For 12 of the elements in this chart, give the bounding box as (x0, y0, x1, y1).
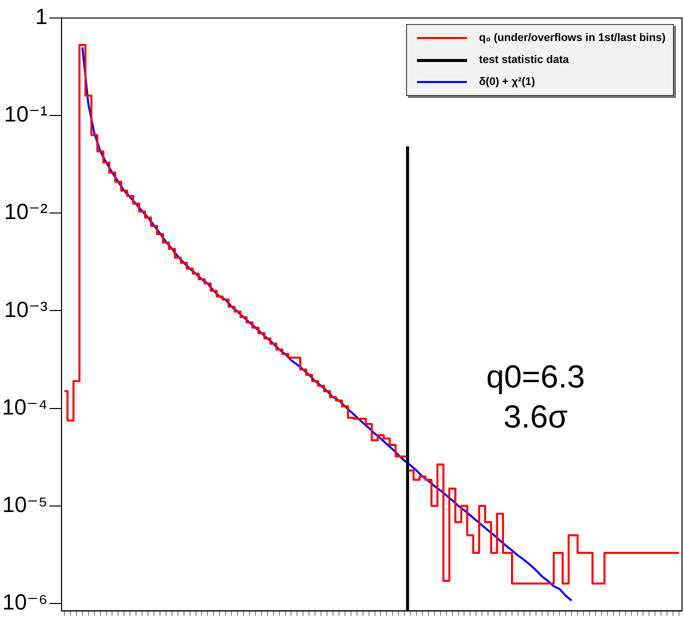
y-tick-label: 1 (35, 4, 48, 30)
y-tick-label: 10⁻⁵ (2, 492, 48, 517)
legend-label: δ(0) + χ²(1) (479, 76, 536, 88)
y-tick-label: 10⁻⁴ (2, 394, 48, 420)
annotation: test statistic data (479, 54, 569, 66)
annotation: q0=6.3 (486, 358, 585, 394)
y-tick-label: 10⁻³ (4, 296, 48, 322)
legend-label: q₀ (under/overflows in 1st/last bins) (479, 32, 666, 44)
y-tick-label: 10⁻⁶ (2, 589, 48, 614)
annotation: 3.6σ (503, 398, 568, 434)
y-tick-label: 10⁻¹ (4, 102, 48, 127)
y-tick-label: 10⁻² (4, 199, 48, 224)
